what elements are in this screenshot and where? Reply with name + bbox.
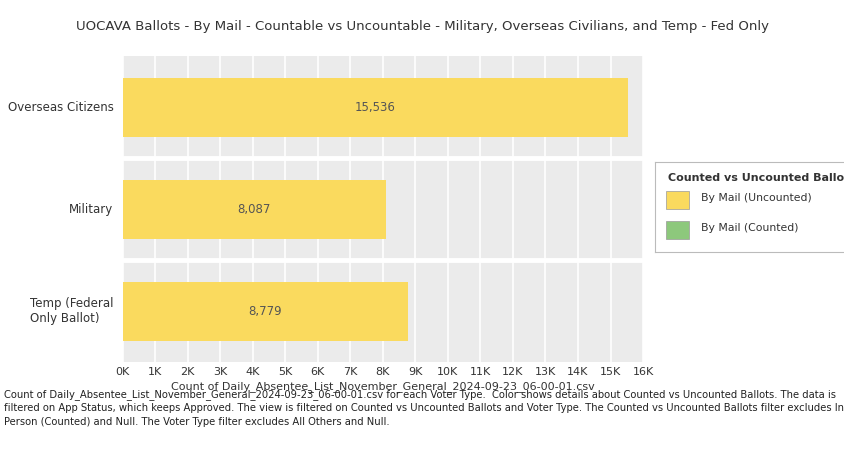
Text: By Mail (Counted): By Mail (Counted) [700,223,797,233]
Text: 15,536: 15,536 [354,101,395,114]
X-axis label: Count of Daily_Absentee_List_November_General_2024-09-23_06-00-01.csv: Count of Daily_Absentee_List_November_Ge… [170,381,594,392]
Text: Temp (Federal
Only Ballot): Temp (Federal Only Ballot) [30,297,113,325]
Bar [122,180,385,239]
FancyBboxPatch shape [666,191,689,209]
Text: Overseas Citizens: Overseas Citizens [8,101,113,114]
Text: Military: Military [69,203,113,216]
Text: UOCAVA Ballots - By Mail - Countable vs Uncountable - Military, Overseas Civilia: UOCAVA Ballots - By Mail - Countable vs … [76,20,768,33]
FancyBboxPatch shape [666,220,689,238]
Text: By Mail (Uncounted): By Mail (Uncounted) [700,193,810,203]
Text: 8,779: 8,779 [248,305,282,318]
Text: Count of Daily_Absentee_List_November_General_2024-09-23_06-00-01.csv for each V: Count of Daily_Absentee_List_November_Ge… [4,389,843,427]
Text: 8,087: 8,087 [237,203,270,216]
Bar [122,78,627,137]
Text: Counted vs Uncounted Ballots: Counted vs Uncounted Ballots [668,173,844,183]
Bar [122,282,408,341]
